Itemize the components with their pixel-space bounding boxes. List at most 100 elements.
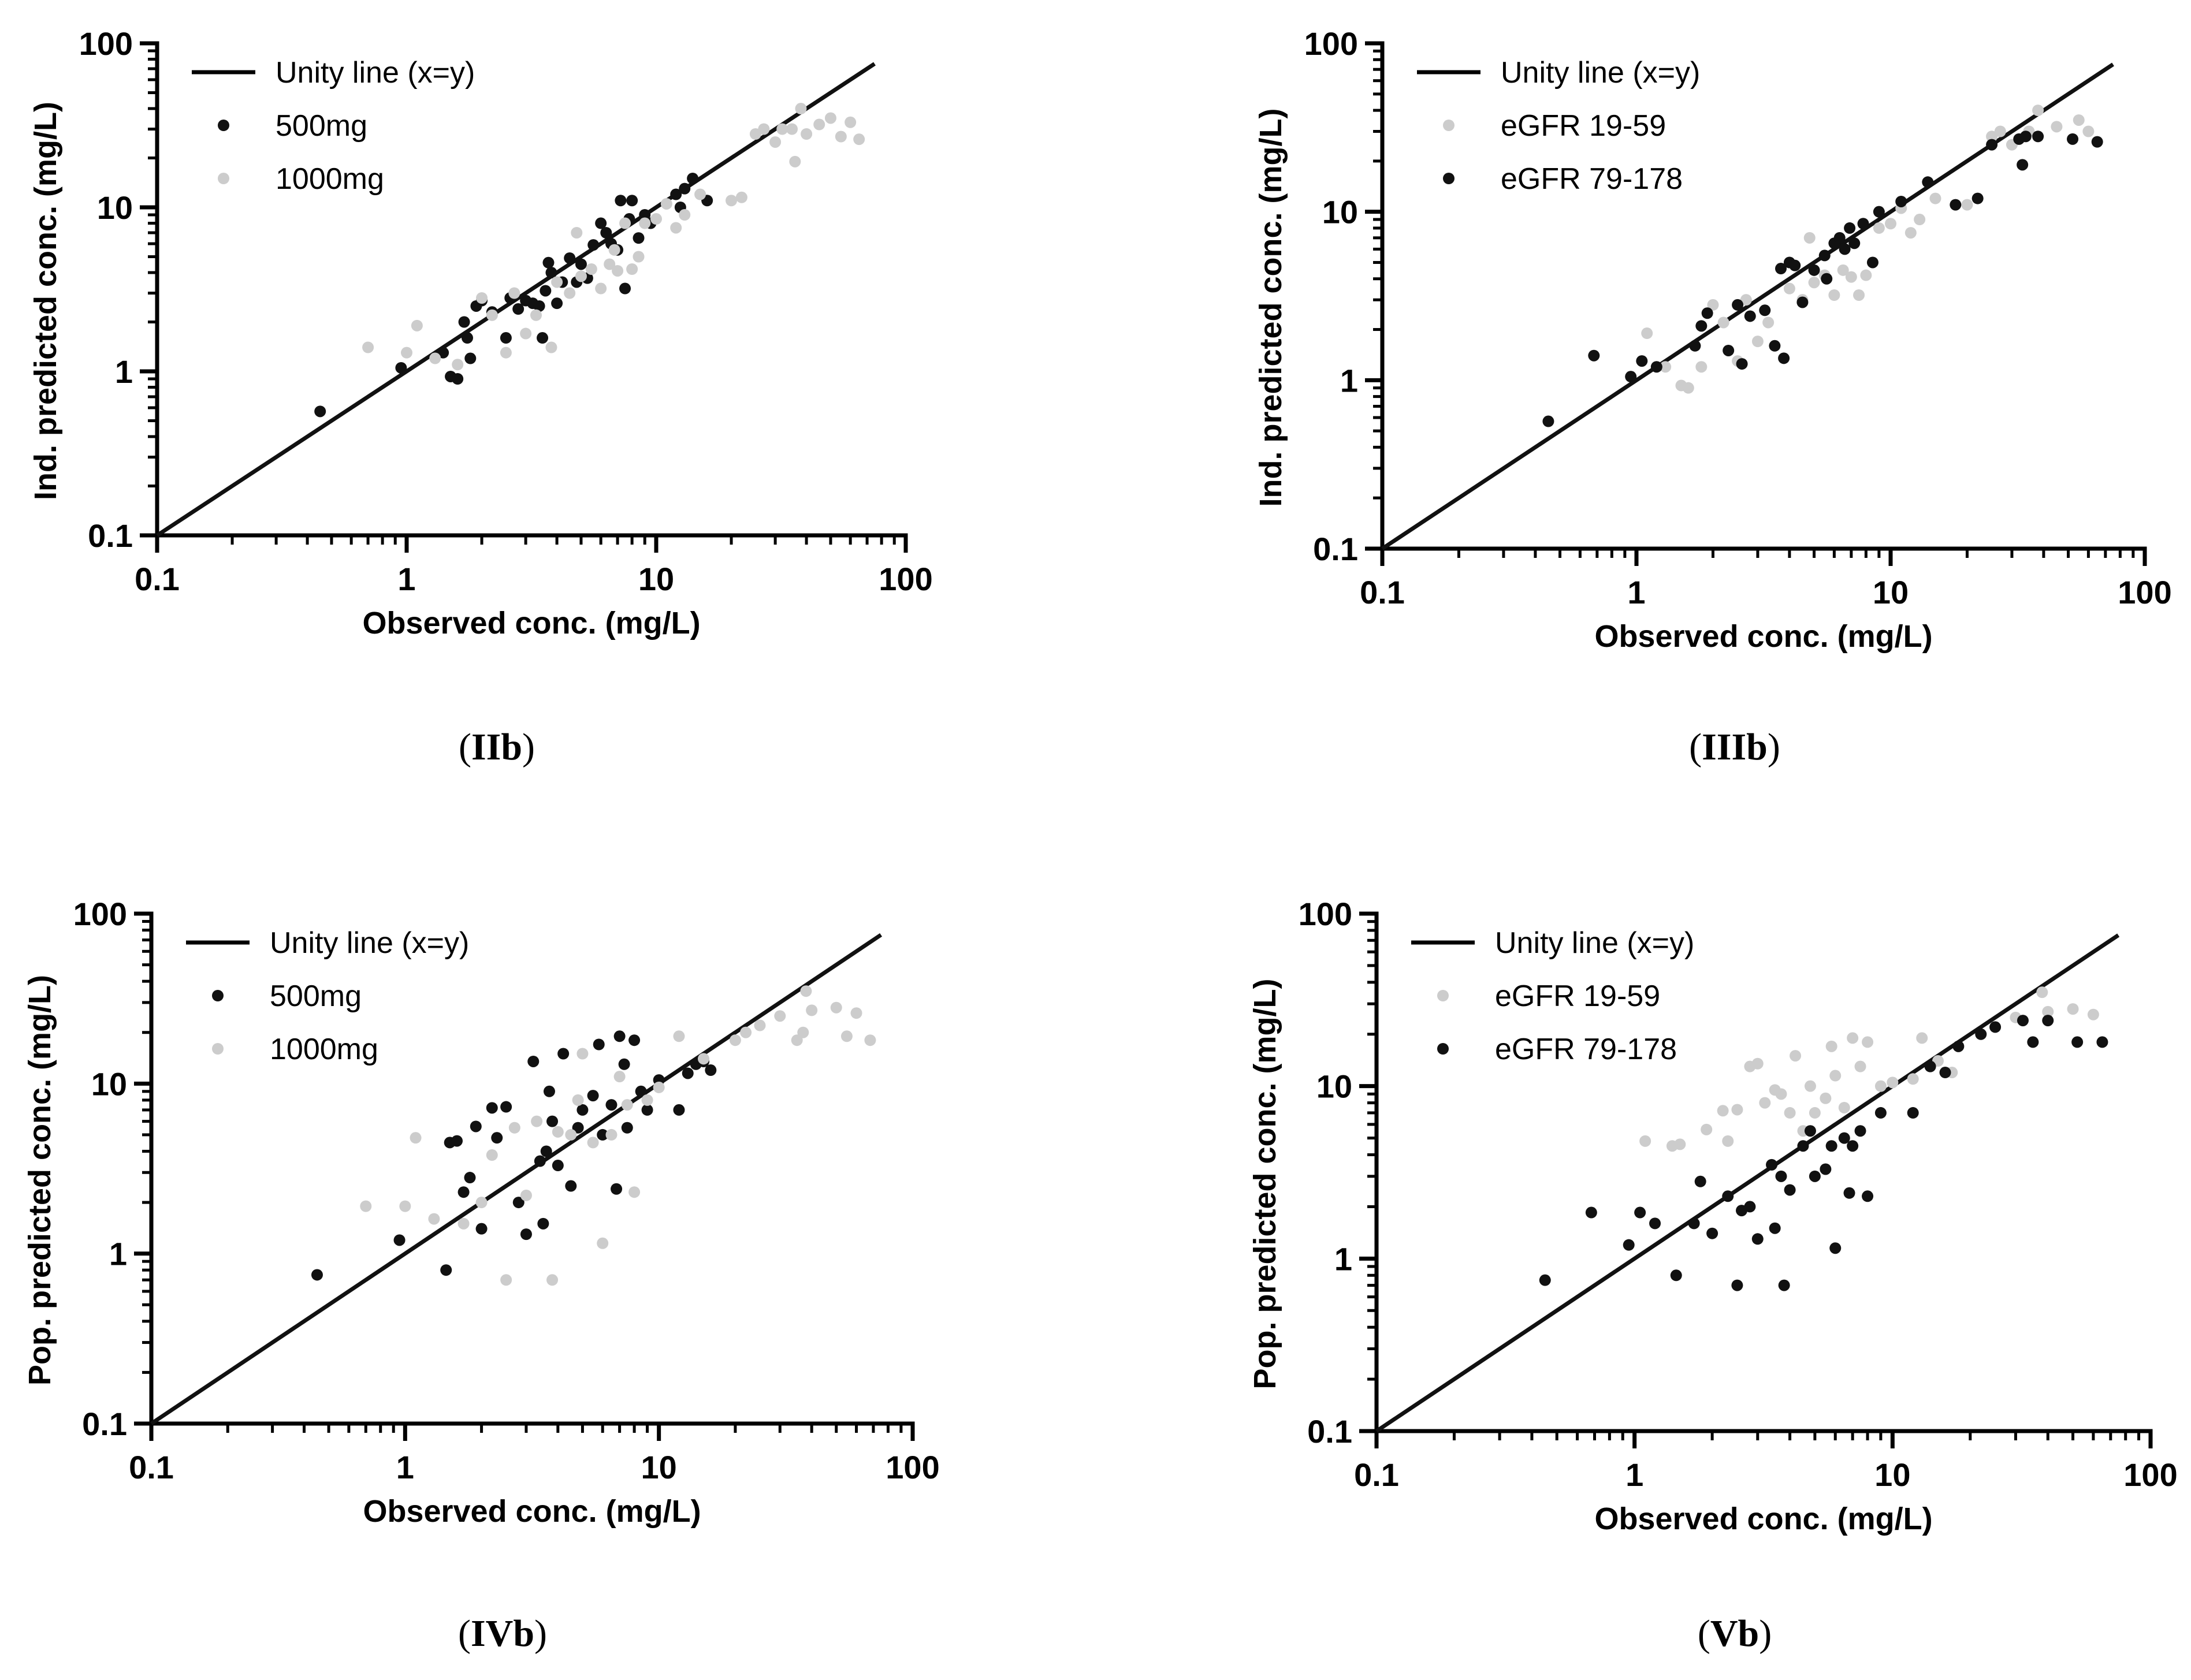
data-point — [670, 188, 682, 200]
data-point — [593, 1038, 605, 1051]
data-point — [801, 128, 813, 140]
data-point — [1623, 1239, 1635, 1251]
data-point — [565, 1180, 577, 1192]
data-point — [797, 1026, 809, 1038]
y-tick-label: 100 — [79, 25, 133, 62]
data-point — [530, 309, 542, 321]
data-point — [1986, 139, 1998, 151]
data-point — [475, 1223, 488, 1235]
panel-caption: (Vb) — [1698, 1612, 1772, 1655]
x-tick-label: 10 — [1874, 1457, 1910, 1493]
data-point — [698, 1053, 710, 1065]
data-point — [1809, 1107, 1821, 1119]
data-point — [1975, 1028, 1987, 1040]
data-point — [1797, 1140, 1809, 1152]
data-point — [1751, 1057, 1764, 1070]
data-point — [458, 316, 470, 328]
x-tick-label: 100 — [2123, 1457, 2177, 1493]
data-point — [2067, 133, 2079, 145]
chart-panel-IIb: 0.1 1 10 100 0.1 1 10 100 Observed conc. (mg/L) I… — [28, 25, 933, 768]
data-point — [476, 292, 488, 304]
data-point — [520, 1189, 532, 1201]
data-point — [542, 256, 555, 269]
x-tick-label: 0.1 — [1354, 1457, 1399, 1493]
data-point — [1588, 349, 1600, 362]
data-point — [537, 1217, 549, 1230]
data-point — [1828, 289, 1840, 301]
data-point — [1922, 176, 1934, 188]
data-point — [470, 1120, 482, 1133]
data-point — [512, 303, 524, 315]
data-point — [1854, 1125, 1866, 1137]
data-point — [1916, 1032, 1928, 1044]
data-point — [726, 195, 738, 207]
data-point — [650, 213, 662, 225]
data-point — [791, 1034, 803, 1046]
data-point — [457, 1217, 470, 1230]
y-tick-label: 1 — [109, 1236, 127, 1272]
legend-marker — [212, 1043, 224, 1055]
data-point — [776, 123, 788, 135]
x-tick-label: 10 — [638, 561, 674, 597]
data-point — [1759, 1097, 1771, 1109]
series-500mg — [311, 1030, 717, 1281]
data-point — [1914, 214, 1926, 226]
data-point — [853, 133, 865, 146]
data-point — [2087, 1008, 2099, 1020]
legend-series-label: eGFR 19-59 — [1495, 979, 1660, 1013]
data-point — [551, 297, 563, 310]
data-point — [1695, 320, 1708, 332]
data-point — [754, 1019, 766, 1031]
data-point — [1751, 1233, 1764, 1245]
data-point — [1825, 1140, 1837, 1152]
data-point — [1634, 1206, 1646, 1219]
data-point — [2017, 159, 2029, 171]
legend: Unity line (x=y) eGFR 19-59 eGFR 79-178 — [1417, 56, 1700, 196]
legend-unity-label: Unity line (x=y) — [1495, 926, 1694, 960]
data-point — [673, 1104, 685, 1116]
legend-marker — [1443, 173, 1455, 184]
y-tick-label: 0.1 — [1307, 1413, 1352, 1450]
data-point — [1818, 249, 1831, 262]
series-1000mg — [362, 103, 865, 371]
data-point — [1722, 1135, 1734, 1147]
data-point — [615, 195, 627, 207]
data-point — [660, 198, 672, 210]
data-point — [1887, 1076, 1899, 1089]
data-point — [1639, 1135, 1651, 1147]
data-point — [500, 347, 512, 359]
data-point — [2091, 136, 2103, 148]
data-point — [1625, 371, 1637, 383]
data-point — [633, 232, 645, 244]
data-point — [600, 226, 612, 239]
data-point — [1808, 277, 1820, 289]
data-point — [1838, 1132, 1850, 1144]
y-axis-label: Pop. predicted conc. (mg/L) — [23, 975, 57, 1385]
y-axis-label: Pop. predicted conc. (mg/L) — [1248, 978, 1282, 1389]
data-point — [1950, 199, 1962, 211]
data-point — [1775, 1170, 1787, 1182]
y-axis-label: Ind. predicted conc. (mg/L) — [28, 102, 63, 500]
legend-series-label: eGFR 79-178 — [1495, 1033, 1677, 1066]
data-point — [729, 1034, 741, 1046]
data-point — [1688, 1217, 1700, 1230]
legend-series-label: eGFR 19-59 — [1501, 109, 1666, 143]
legend-series-label: 500mg — [276, 109, 367, 143]
data-point — [520, 327, 532, 340]
data-point — [1939, 1067, 1951, 1079]
data-point — [587, 1090, 599, 1102]
data-point — [740, 1026, 752, 1038]
data-point — [429, 352, 441, 364]
data-point — [800, 985, 812, 997]
y-tick-label: 100 — [1299, 896, 1352, 932]
data-point — [1833, 232, 1846, 244]
y-tick-label: 100 — [73, 896, 127, 932]
data-point — [411, 319, 423, 331]
data-point — [1907, 1107, 1919, 1119]
data-point — [545, 341, 557, 353]
data-point — [1862, 1190, 1874, 1202]
data-point — [2042, 1015, 2054, 1027]
series-egfr-19-59 — [1639, 986, 2099, 1152]
legend-marker — [1437, 1043, 1449, 1055]
